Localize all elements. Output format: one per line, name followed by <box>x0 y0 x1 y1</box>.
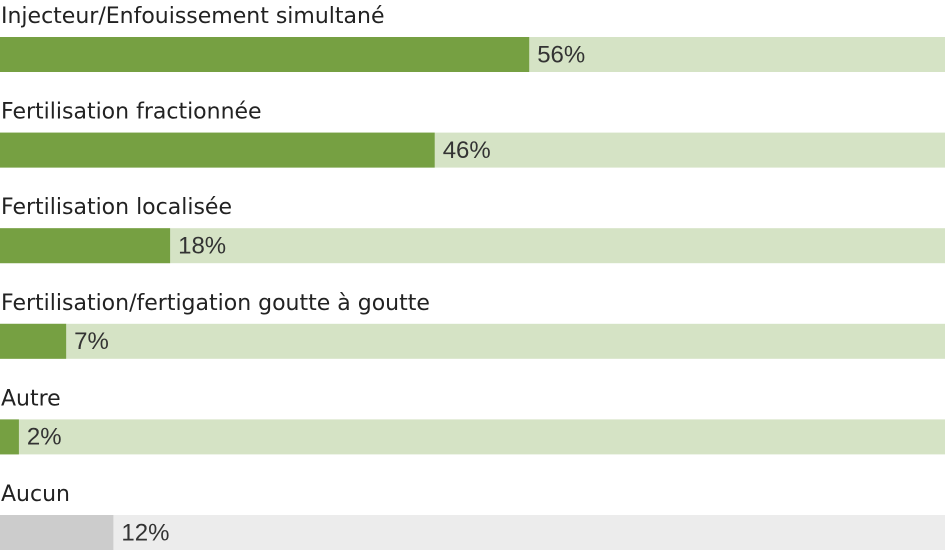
value-label: 12% <box>121 519 169 546</box>
value-label: 46% <box>443 137 491 164</box>
value-label: 2% <box>27 424 62 451</box>
category-label: Fertilisation fractionnée <box>1 100 262 125</box>
bar-track <box>0 419 945 455</box>
category-label: Fertilisation/fertigation goutte à goutt… <box>1 291 430 316</box>
bar <box>0 37 530 72</box>
category-label: Injecteur/Enfouissement simultané <box>1 4 384 29</box>
bar <box>0 323 67 359</box>
bar-track <box>0 323 945 359</box>
value-label: 18% <box>178 233 226 260</box>
category-label: Fertilisation localisée <box>1 195 232 220</box>
bar-track <box>0 515 945 550</box>
bar <box>0 228 171 264</box>
bar <box>0 132 435 168</box>
value-label: 7% <box>74 328 109 355</box>
value-label: 56% <box>537 41 585 68</box>
bar <box>0 515 114 550</box>
bar <box>0 419 19 455</box>
category-label: Aucun <box>1 482 70 507</box>
category-label: Autre <box>1 386 61 411</box>
